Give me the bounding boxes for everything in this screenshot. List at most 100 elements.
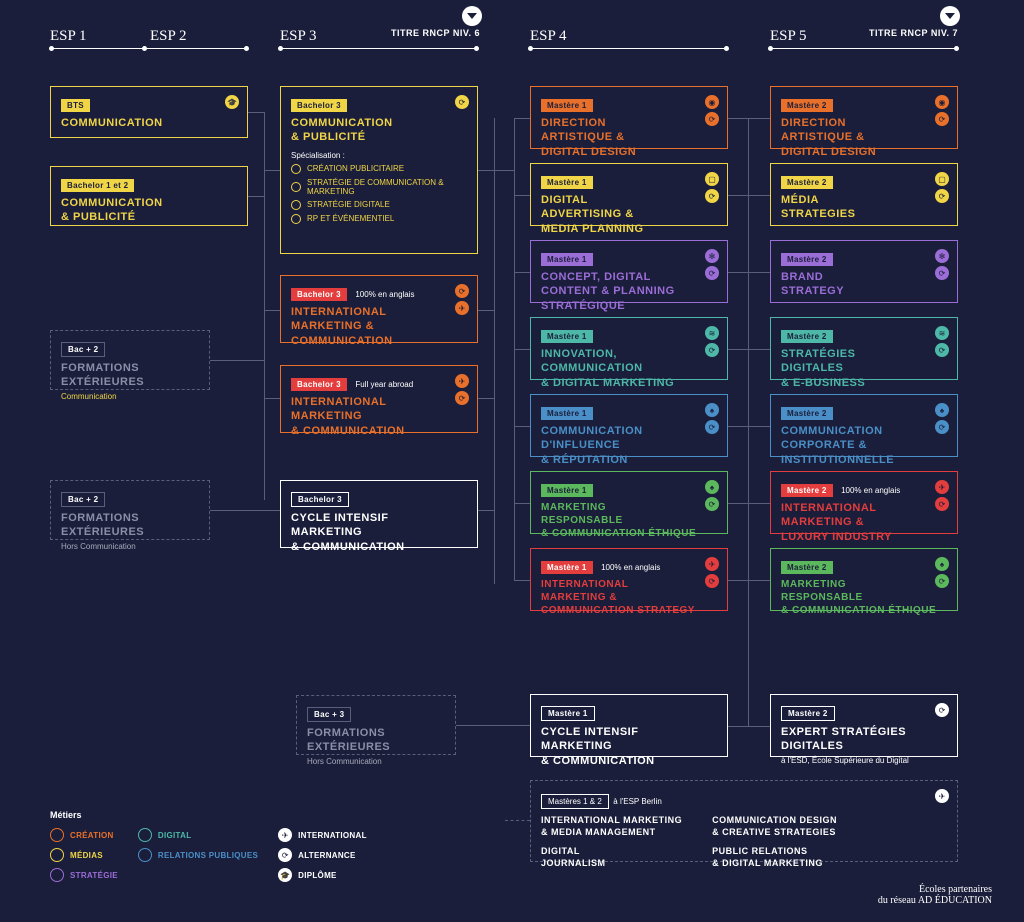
connector: [514, 118, 530, 119]
box-title: COMMUNICATION D'INFLUENCE & RÉPUTATION: [541, 424, 717, 467]
connector: [505, 820, 530, 821]
spec-icon: [291, 214, 301, 224]
header-dot: [49, 46, 54, 51]
alternance-icon: ⟳: [455, 95, 469, 109]
icon-group: ⟳: [935, 703, 949, 717]
spec-label: Spécialisation :: [291, 151, 467, 160]
header-dot: [244, 46, 249, 51]
stage-esp4: ESP 4: [530, 28, 567, 45]
box-m2-brand: Mastère 2 BRAND STRATEGY ✻ ⟳: [770, 240, 958, 303]
header-line: [50, 48, 248, 49]
badge: Mastères 1 & 2: [541, 794, 609, 809]
rp-icon: ♠: [935, 557, 949, 571]
connector: [728, 426, 748, 427]
connector: [478, 398, 494, 399]
connector: [728, 272, 748, 273]
box-title: DIRECTION ARTISTIQUE & DIGITAL DESIGN: [781, 116, 947, 159]
header-line: [280, 48, 478, 49]
icon-group: ♠ ⟳: [935, 403, 949, 434]
alternance-icon: ⟳: [705, 343, 719, 357]
connector: [514, 118, 515, 581]
box-title: COMMUNICATION: [61, 116, 237, 130]
box-m1-influence: Mastère 1 COMMUNICATION D'INFLUENCE & RÉ…: [530, 394, 728, 457]
alternance-icon: ⟳: [705, 497, 719, 511]
badge-note: 100% en anglais: [841, 486, 900, 495]
rncp-niv6: TITRE RNCP NIV. 6: [391, 28, 480, 38]
alternance-icon: ⟳: [455, 284, 469, 298]
connector: [514, 426, 530, 427]
box-bach3-cycle: Bachelor 3 CYCLE INTENSIF MARKETING & CO…: [280, 480, 478, 548]
box-title: COMMUNICATION & PUBLICITÉ: [61, 196, 237, 225]
badge: Bac + 3: [307, 707, 351, 722]
badge: Mastère 2: [781, 407, 833, 420]
connector: [248, 196, 264, 197]
alternance-icon: ⟳: [705, 420, 719, 434]
rp-icon: ♠: [935, 403, 949, 417]
badge: Bac + 2: [61, 492, 105, 507]
box-m2-expert: Mastère 2 EXPERT STRATÉGIES DIGITALES à …: [770, 694, 958, 757]
badge: Mastère 1: [541, 253, 593, 266]
badge: Mastère 2: [781, 176, 833, 189]
badge: Mastère 2: [781, 561, 833, 574]
box-subtitle: Hors Communication: [61, 542, 199, 551]
stage-esp2: ESP 2: [150, 28, 187, 45]
connector: [514, 349, 530, 350]
header-dot: [278, 46, 283, 51]
connector: [478, 310, 494, 311]
connector: [728, 726, 748, 727]
digital-icon: [138, 828, 152, 842]
box-title: FORMATIONS EXTÉRIEURES: [307, 726, 445, 755]
diplome-icon: 🎓: [225, 95, 239, 109]
box-title: MÉDIA STRATEGIES: [781, 193, 947, 222]
stage-esp1: ESP 1: [50, 28, 87, 45]
badge: Bachelor 3: [291, 378, 347, 391]
footer: Écoles partenaires du réseau AD ÉDUCATIO…: [878, 884, 992, 906]
spec-icon: [291, 200, 301, 210]
connector: [264, 398, 280, 399]
legend-title: Métiers: [50, 810, 367, 820]
badge: Mastère 1: [541, 407, 593, 420]
box-ext-comm: Bac + 2 FORMATIONS EXTÉRIEURES Communica…: [50, 330, 210, 390]
badge: Bachelor 3: [291, 99, 347, 112]
connector: [456, 725, 530, 726]
alternance-icon: ⟳: [935, 343, 949, 357]
berlin-item: DIGITAL JOURNALISM: [541, 846, 682, 869]
alternance-icon: ⟳: [705, 189, 719, 203]
box-m1-resp: Mastère 1 MARKETING RESPONSABLE & COMMUN…: [530, 471, 728, 534]
box-m1-concept: Mastère 1 CONCEPT, DIGITAL CONTENT & PLA…: [530, 240, 728, 303]
box-subtitle: Communication: [61, 392, 199, 401]
icon-group: ≋ ⟳: [705, 326, 719, 357]
badge: Mastère 1: [541, 176, 593, 189]
box-title: INTERNATIONAL MARKETING & LUXURY INDUSTR…: [781, 501, 947, 544]
medias-icon: [50, 848, 64, 862]
legend-creation: CRÉATION: [50, 828, 118, 842]
badge: Mastère 1: [541, 330, 593, 343]
box-m1-da: Mastère 1 DIRECTION ARTISTIQUE & DIGITAL…: [530, 86, 728, 149]
box-m1-intl: Mastère 1 100% en anglais INTERNATIONAL …: [530, 548, 728, 611]
berlin-item: PUBLIC RELATIONS & DIGITAL MARKETING: [712, 846, 837, 869]
alternance-icon: ⟳: [935, 703, 949, 717]
creation-icon: ◉: [705, 95, 719, 109]
connector: [728, 195, 748, 196]
box-title: COMMUNICATION CORPORATE & INSTITUTIONNEL…: [781, 424, 947, 467]
box-m1-innov: Mastère 1 INNOVATION, COMMUNICATION & DI…: [530, 317, 728, 380]
connector: [728, 118, 770, 119]
legend-rp: RELATIONS PUBLIQUES: [138, 848, 258, 862]
creation-icon: [50, 828, 64, 842]
medias-icon: ▢: [935, 172, 949, 186]
header-dot: [724, 46, 729, 51]
box-title: STRATÉGIES DIGITALES & E-BUSINESS: [781, 347, 947, 390]
strategie-icon: ✻: [705, 249, 719, 263]
connector: [748, 118, 749, 726]
header-line: [770, 48, 958, 49]
alternance-icon: ⟳: [935, 112, 949, 126]
connector: [264, 310, 280, 311]
rp-icon: [138, 848, 152, 862]
international-icon: ✈: [705, 557, 719, 571]
badge: Mastère 2: [781, 99, 833, 112]
icon-group: ✈ ⟳: [935, 480, 949, 511]
connector: [514, 503, 530, 504]
connector: [728, 580, 748, 581]
medias-icon: ▢: [705, 172, 719, 186]
box-title: CYCLE INTENSIF MARKETING & COMMUNICATION: [291, 511, 467, 554]
